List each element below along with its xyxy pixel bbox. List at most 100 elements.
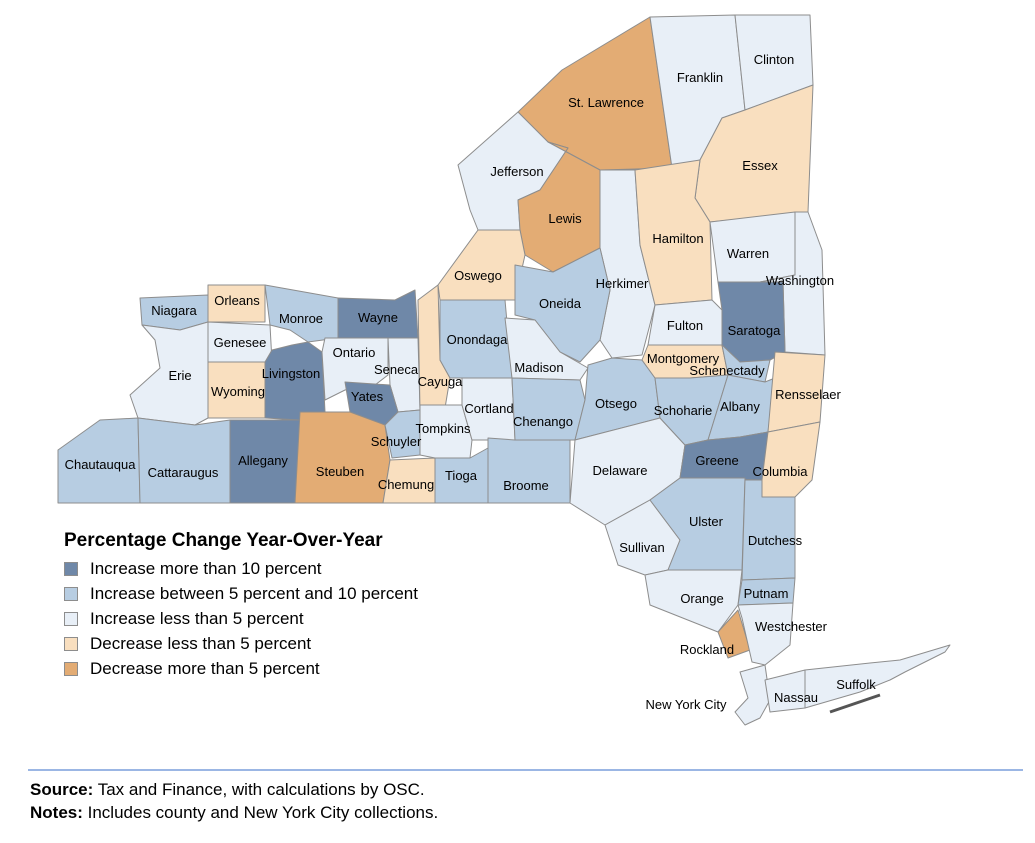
legend-item: Increase more than 10 percent — [64, 556, 418, 581]
county-label: Schuyler — [371, 434, 422, 449]
county-label: Cayuga — [418, 374, 464, 389]
county-label: Saratoga — [728, 323, 782, 338]
legend-swatch — [64, 661, 78, 676]
county-label: New York City — [646, 697, 727, 712]
county-label: Niagara — [151, 303, 197, 318]
county-label: Jefferson — [490, 164, 543, 179]
legend-swatch — [64, 611, 78, 626]
legend-item: Decrease more than 5 percent — [64, 656, 418, 681]
new-york-county-map: Niagara Orleans Monroe Wayne Genesee Erie Wyom… — [57, 14, 951, 726]
footer-divider — [28, 769, 1023, 771]
county-label: Steuben — [316, 464, 364, 479]
source-text: Tax and Finance, with calculations by OS… — [93, 780, 425, 799]
legend-label: Increase between 5 percent and 10 percen… — [90, 583, 418, 603]
county-schenectady — [721, 344, 771, 383]
county-label: Tompkins — [416, 421, 471, 436]
county-label: Washington — [766, 273, 834, 288]
county-cattaraugus — [137, 417, 231, 504]
county-label: Montgomery — [647, 351, 720, 366]
county-label: Franklin — [677, 70, 723, 85]
county-label: Orleans — [214, 293, 260, 308]
county-livingston — [264, 341, 326, 421]
county-label: Nassau — [774, 690, 818, 705]
county-label: Columbia — [753, 464, 809, 479]
county-label: Fulton — [667, 318, 703, 333]
county-new-york-city — [734, 664, 771, 726]
county-label: Schenectady — [689, 363, 765, 378]
county-westchester — [737, 602, 794, 666]
county-label: Clinton — [754, 52, 794, 67]
county-hamilton — [634, 159, 713, 306]
legend-items: Increase more than 10 percent Increase be… — [64, 556, 418, 681]
county-orleans — [207, 284, 266, 323]
source-note: Source: Tax and Finance, with calculatio… — [30, 780, 425, 800]
legend-item: Increase less than 5 percent — [64, 606, 418, 631]
county-label: Westchester — [755, 619, 828, 634]
county-label: Cattaraugus — [148, 465, 219, 480]
county-label: Chautauqua — [65, 457, 137, 472]
county-label: Sullivan — [619, 540, 665, 555]
county-label: Otsego — [595, 396, 637, 411]
county-label: Monroe — [279, 311, 323, 326]
county-label: Rensselaer — [775, 387, 841, 402]
county-label: Tioga — [445, 468, 478, 483]
county-broome — [487, 437, 571, 504]
county-label: Putnam — [744, 586, 789, 601]
county-label: Allegany — [238, 453, 288, 468]
county-label: Genesee — [214, 335, 267, 350]
barrier-beach-line — [829, 693, 881, 714]
county-label: Cortland — [464, 401, 513, 416]
county-label: Oneida — [539, 296, 582, 311]
county-label: Yates — [351, 389, 384, 404]
county-columbia — [761, 421, 821, 498]
county-label: Wayne — [358, 310, 398, 325]
county-label: St. Lawrence — [568, 95, 644, 110]
county-label: Onondaga — [447, 332, 508, 347]
county-label: Chemung — [378, 477, 434, 492]
county-label: Greene — [695, 453, 738, 468]
county-label: Dutchess — [748, 533, 803, 548]
county-label: Herkimer — [596, 276, 649, 291]
county-oswego — [437, 229, 526, 301]
county-label: Oswego — [454, 268, 502, 283]
county-saratoga — [717, 281, 786, 363]
county-label: Livingston — [262, 366, 321, 381]
county-label: Albany — [720, 399, 760, 414]
county-label: Suffolk — [836, 677, 876, 692]
county-label: Chenango — [513, 414, 573, 429]
county-label: Madison — [514, 360, 563, 375]
legend-title: Percentage Change Year-Over-Year — [64, 530, 383, 551]
county-label: Wyoming — [211, 384, 265, 399]
county-label: Rockland — [680, 642, 734, 657]
county-label: Ontario — [333, 345, 376, 360]
legend-swatch — [64, 561, 78, 576]
county-oneida — [514, 247, 611, 363]
county-wayne — [337, 289, 419, 339]
county-label: Seneca — [374, 362, 419, 377]
legend-label: Increase more than 10 percent — [90, 558, 322, 578]
county-label: Lewis — [548, 211, 582, 226]
county-label: Orange — [680, 591, 723, 606]
source-label: Source: — [30, 780, 94, 799]
legend-label: Decrease less than 5 percent — [90, 633, 312, 653]
legend-item: Increase between 5 percent and 10 percen… — [64, 581, 418, 606]
legend-label: Increase less than 5 percent — [90, 608, 304, 628]
legend-swatch — [64, 636, 78, 651]
county-suffolk — [804, 644, 951, 709]
county-label: Delaware — [593, 463, 648, 478]
legend-label: Decrease more than 5 percent — [90, 658, 320, 678]
map-legend: Percentage Change Year-Over-Year Increas… — [64, 530, 418, 681]
county-label: Warren — [727, 246, 769, 261]
county-label: Schoharie — [654, 403, 713, 418]
county-steuben — [294, 411, 391, 504]
county-label: Broome — [503, 478, 549, 493]
county-label: Hamilton — [652, 231, 703, 246]
notes-note: Notes: Includes county and New York City… — [30, 803, 438, 823]
notes-label: Notes: — [30, 803, 83, 822]
county-label: Erie — [168, 368, 191, 383]
notes-text: Includes county and New York City collec… — [82, 803, 439, 822]
legend-swatch — [64, 586, 78, 601]
legend-item: Decrease less than 5 percent — [64, 631, 418, 656]
county-label: Essex — [742, 158, 778, 173]
county-chenango — [511, 377, 586, 441]
